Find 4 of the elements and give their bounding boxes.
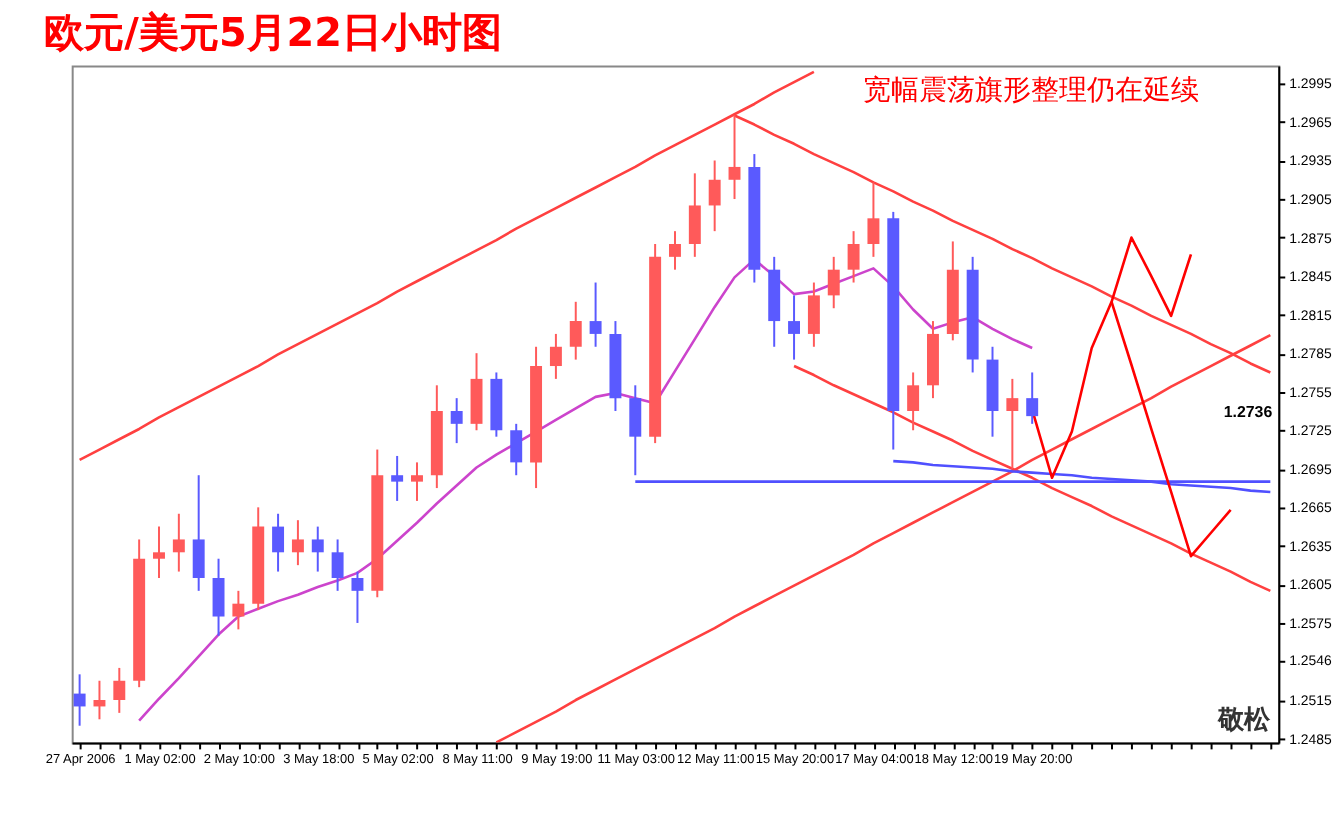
- chart-subtitle: 宽幅震荡旗形整理仍在延续: [862, 75, 1199, 108]
- annotation: 敬松: [1216, 706, 1273, 737]
- annotation: 1.2736: [1223, 402, 1274, 421]
- chart-title: 欧元/美元5月22日小时图: [44, 9, 503, 56]
